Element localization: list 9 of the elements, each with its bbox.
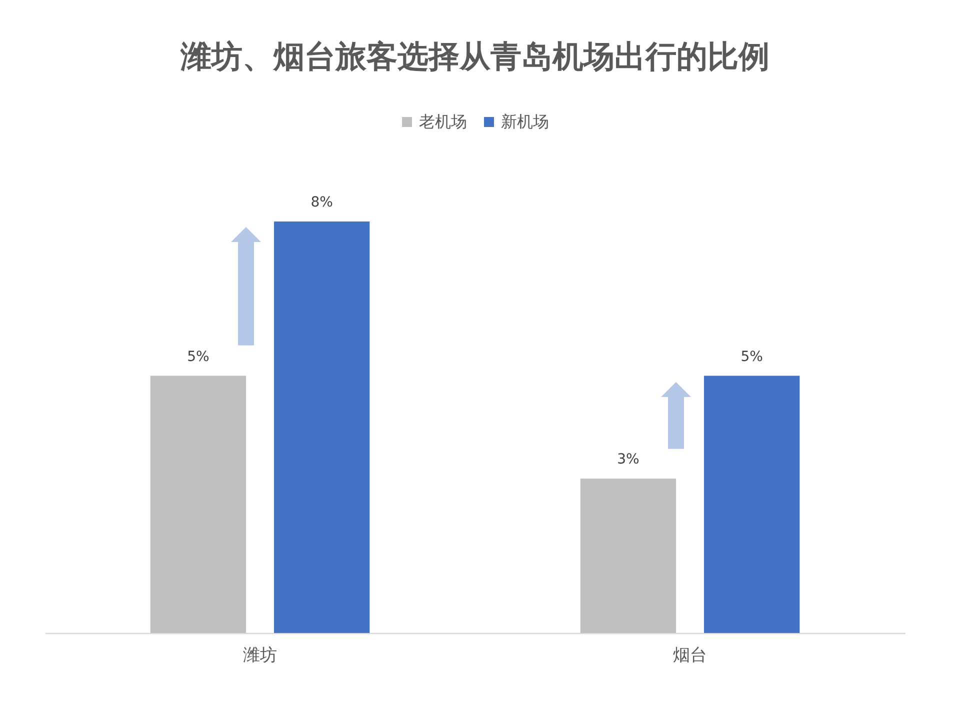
legend-label: 老机场 (419, 112, 467, 131)
x-tick-label: 潍坊 (243, 646, 277, 666)
x-tick-label: 烟台 (673, 646, 707, 666)
data-label: 5% (187, 348, 210, 365)
legend-label: 新机场 (501, 112, 549, 131)
data-label: 3% (617, 452, 640, 468)
data-label: 8% (310, 194, 333, 210)
chart-title: 潍坊、烟台旅客选择从青岛机场出行的比例 (180, 39, 770, 75)
data-label: 5% (740, 348, 763, 365)
